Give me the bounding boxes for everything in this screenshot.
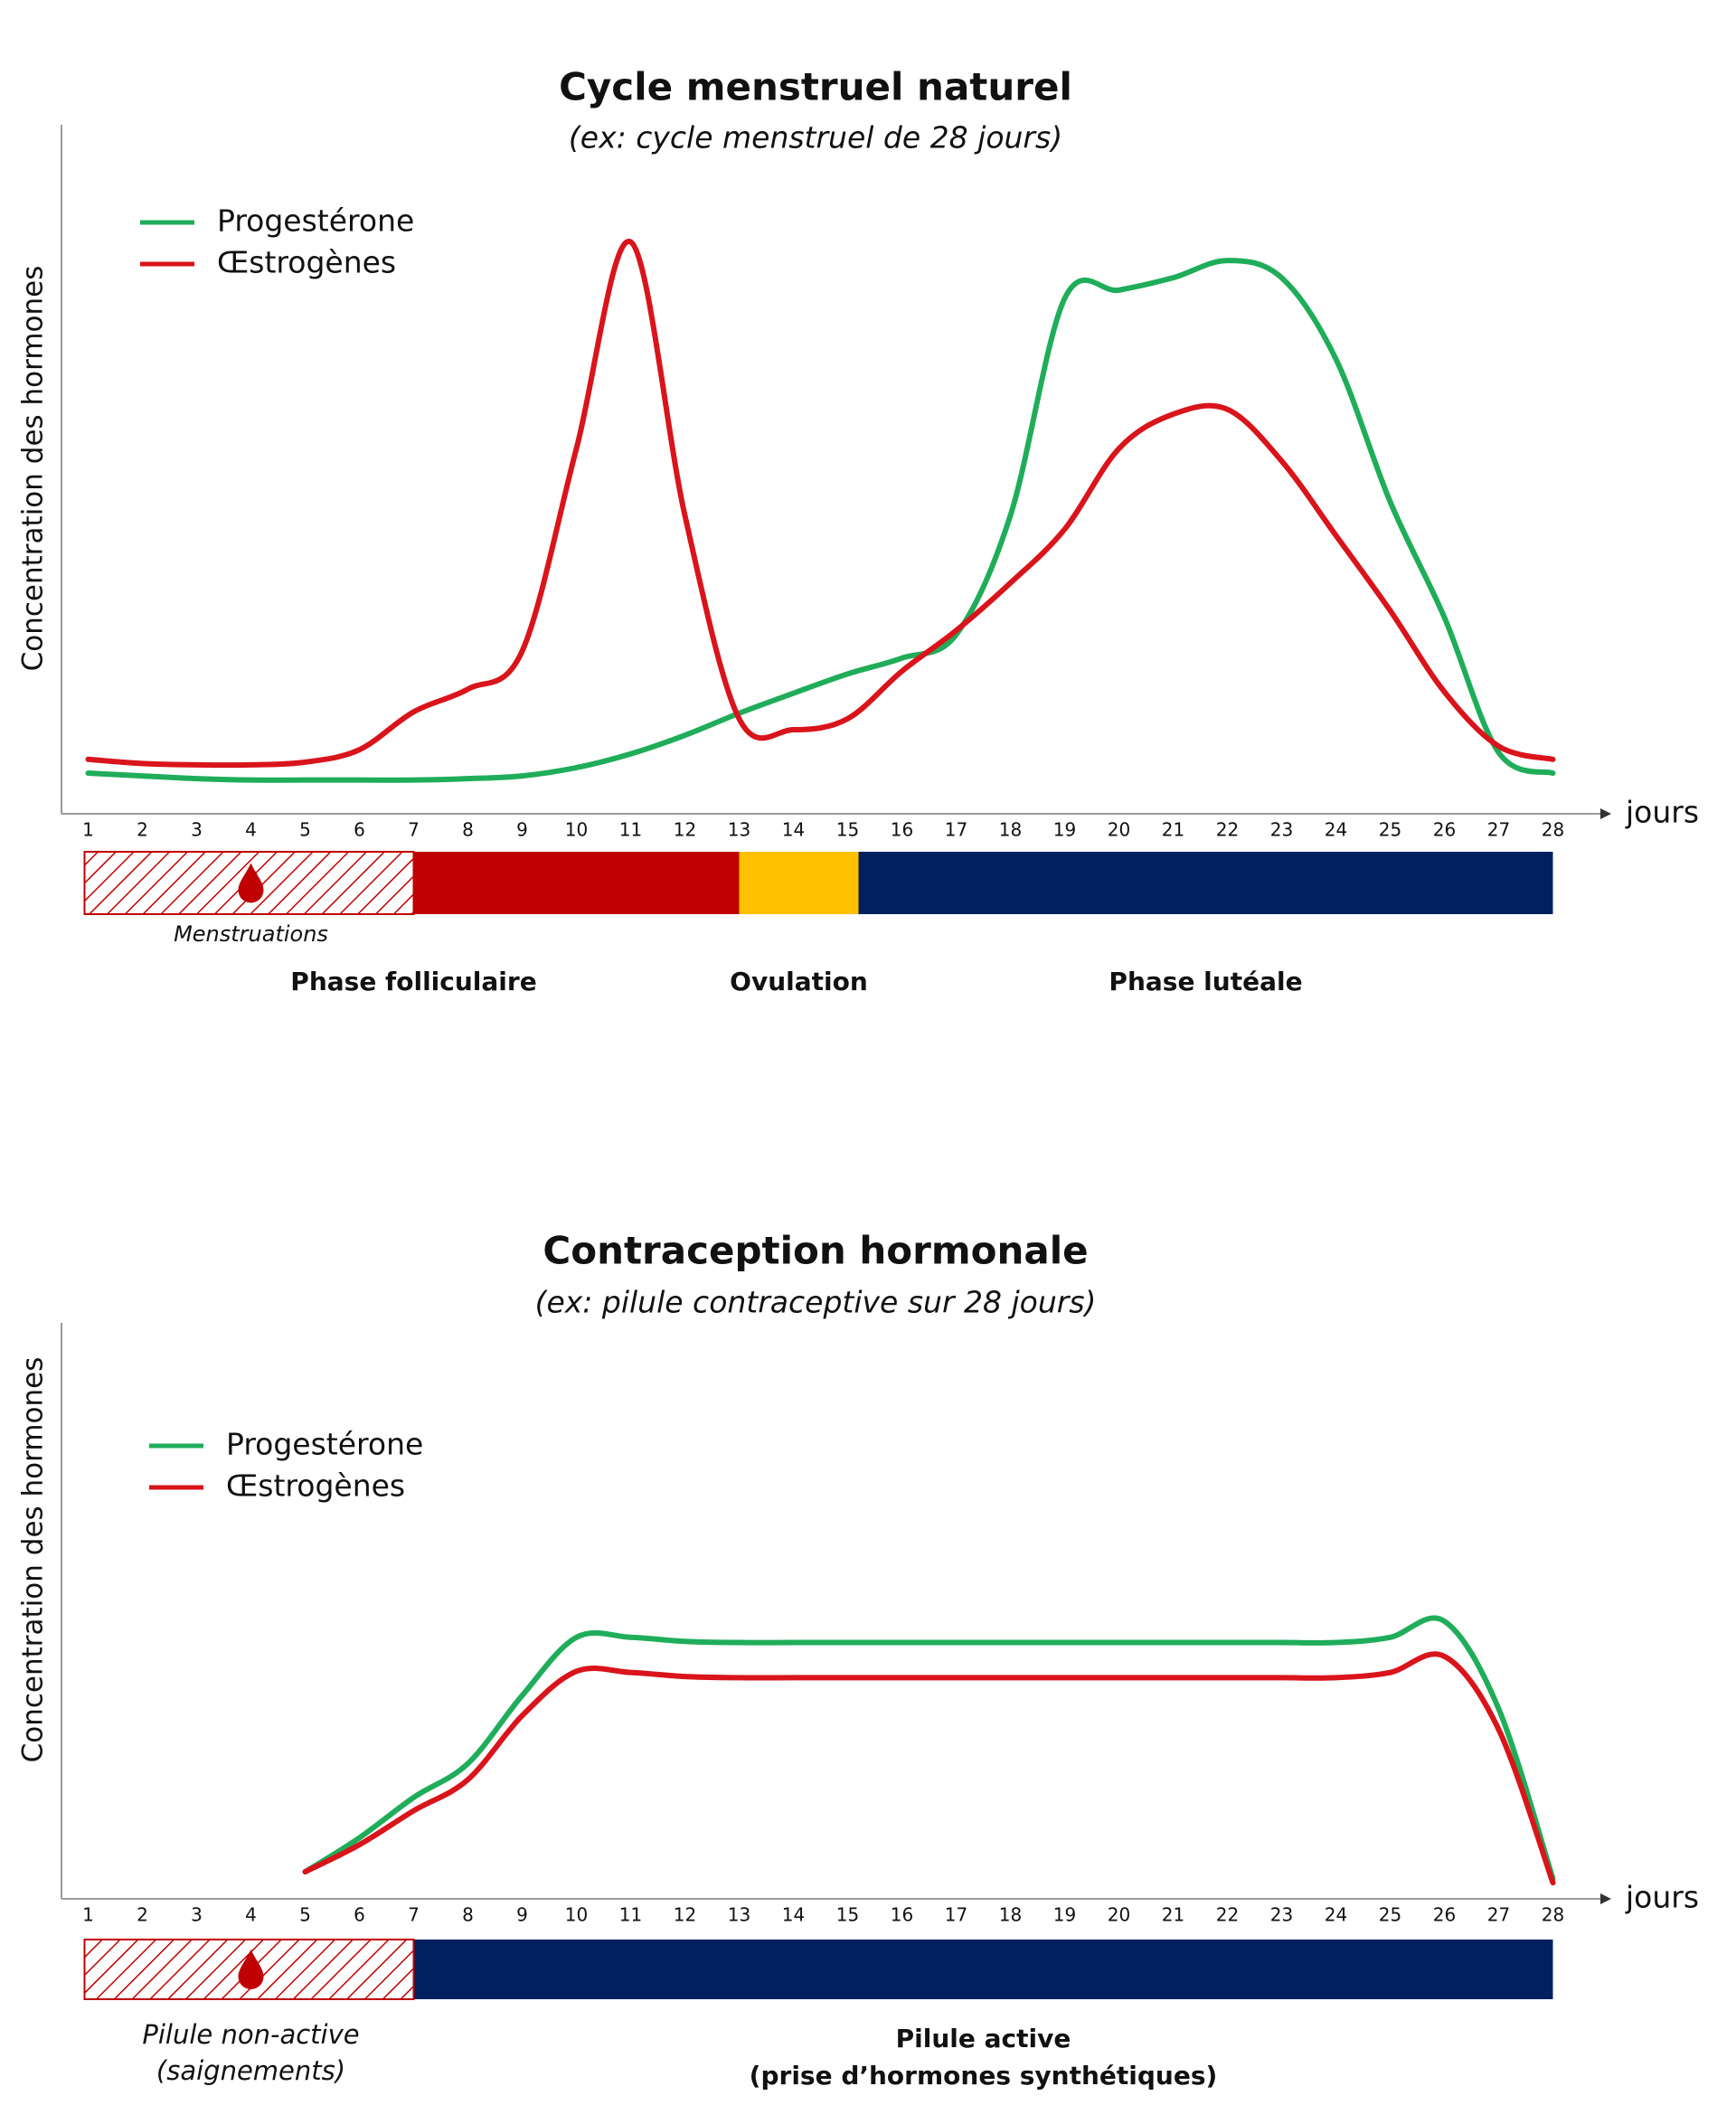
x-tick-label: 16 — [891, 819, 913, 841]
x-tick-label: 24 — [1325, 819, 1347, 841]
y-axis-label: Concentration des hormones — [17, 266, 50, 672]
x-tick-label: 12 — [674, 1904, 696, 1926]
x-tick-label: 17 — [945, 1904, 967, 1926]
axis-arrow — [1600, 1893, 1611, 1904]
x-tick-label: 4 — [245, 1904, 257, 1926]
x-tick-label: 19 — [1053, 1904, 1076, 1926]
phase-label: Phase lutéale — [1109, 967, 1302, 996]
legend-label: Œstrogènes — [226, 1468, 405, 1504]
axis-arrow — [1600, 808, 1611, 819]
x-tick-label: 23 — [1270, 819, 1293, 841]
x-tick-label: 28 — [1542, 1904, 1564, 1926]
x-tick-label: 23 — [1270, 1904, 1293, 1926]
x-tick-label: 1 — [82, 819, 94, 841]
x-tick-label: 10 — [565, 1904, 588, 1926]
chart-title: Contraception hormonale — [542, 1229, 1088, 1273]
x-tick-label: 26 — [1433, 819, 1456, 841]
x-tick-label: 21 — [1162, 819, 1184, 841]
line-series — [85, 258, 1556, 783]
x-tick-label: 3 — [191, 819, 203, 841]
x-tick-label: 6 — [354, 1904, 365, 1926]
x-tick-label: 13 — [728, 819, 750, 841]
phase-band — [413, 1940, 1553, 1999]
x-tick-label: 17 — [945, 819, 967, 841]
phase-label: Phase folliculaire — [290, 967, 536, 996]
x-tick-label: 25 — [1379, 1904, 1401, 1926]
x-tick-label: 9 — [516, 819, 528, 841]
x-tick-label: 13 — [728, 1904, 750, 1926]
line-series — [302, 1651, 1556, 1886]
x-tick-label: 21 — [1162, 1904, 1184, 1926]
x-tick-label: 9 — [516, 1904, 528, 1926]
x-tick-label: 15 — [836, 819, 859, 841]
x-tick-label: 8 — [462, 1904, 474, 1926]
x-tick-label: 27 — [1487, 819, 1510, 841]
x-tick-label: 2 — [137, 1904, 148, 1926]
line-series — [302, 1615, 1556, 1882]
x-tick-label: 19 — [1053, 819, 1076, 841]
x-tick-label: 18 — [999, 819, 1022, 841]
blood-drop-icon — [238, 1949, 264, 1990]
x-tick-label: 14 — [782, 819, 805, 841]
x-tick-label: 11 — [619, 819, 642, 841]
x-tick-label: 25 — [1379, 819, 1401, 841]
x-tick-label: 18 — [999, 1904, 1022, 1926]
x-tick-label: 1 — [82, 1904, 94, 1926]
x-tick-label: 22 — [1216, 819, 1239, 841]
x-tick-label: 5 — [299, 1904, 311, 1926]
chart-title: Cycle menstruel naturel — [559, 65, 1072, 109]
x-tick-label: 6 — [354, 819, 365, 841]
x-tick-label: 15 — [836, 1904, 859, 1926]
phase-label: Ovulation — [730, 967, 868, 996]
phase-band — [858, 852, 1553, 914]
legend-label: Progestérone — [226, 1427, 423, 1462]
x-tick-label: 8 — [462, 819, 474, 841]
blood-drop-icon — [238, 863, 264, 903]
x-tick-label: 12 — [674, 819, 696, 841]
x-tick-label: 14 — [782, 1904, 805, 1926]
chart-subtitle: (ex: cycle menstruel de 28 jours) — [569, 120, 1062, 156]
legend-label: Progestérone — [217, 203, 414, 239]
x-tick-label: 7 — [408, 819, 420, 841]
x-tick-label: 20 — [1108, 819, 1130, 841]
x-tick-label: 3 — [191, 1904, 203, 1926]
x-tick-label: 16 — [891, 1904, 913, 1926]
phase-band — [413, 852, 740, 914]
line-series — [85, 239, 1556, 769]
bleeding-label: (saignements) — [156, 2055, 345, 2086]
x-tick-label: 24 — [1325, 1904, 1347, 1926]
bleeding-label: Pilule non-active — [142, 2019, 359, 2050]
x-tick-label: 27 — [1487, 1904, 1510, 1926]
x-tick-label: 4 — [245, 819, 257, 841]
x-tick-label: 10 — [565, 819, 588, 841]
x-axis-label: jours — [1625, 795, 1699, 830]
x-tick-label: 11 — [619, 1904, 642, 1926]
bleeding-label: Menstruations — [174, 921, 328, 947]
x-axis-label: jours — [1625, 1880, 1699, 1915]
y-axis-label: Concentration des hormones — [17, 1357, 50, 1763]
x-tick-label: 22 — [1216, 1904, 1239, 1926]
phase-label: (prise d’hormones synthétiques) — [750, 2061, 1218, 2091]
phase-band — [739, 852, 859, 914]
phase-label: Pilule active — [896, 2024, 1071, 2053]
legend-label: Œstrogènes — [217, 245, 396, 280]
x-tick-label: 28 — [1542, 819, 1564, 841]
x-tick-label: 7 — [408, 1904, 420, 1926]
x-tick-label: 2 — [137, 819, 148, 841]
x-tick-label: 20 — [1108, 1904, 1130, 1926]
x-tick-label: 26 — [1433, 1904, 1456, 1926]
x-tick-label: 5 — [299, 819, 311, 841]
chart-subtitle: (ex: pilule contraceptive sur 28 jours) — [535, 1285, 1097, 1320]
